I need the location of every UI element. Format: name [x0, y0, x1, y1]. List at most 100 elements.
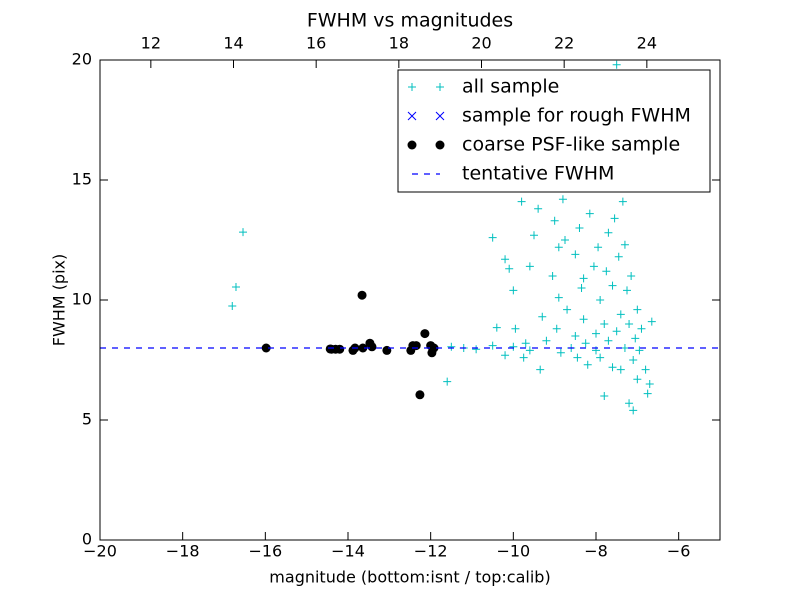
point — [501, 351, 510, 360]
plus-marker — [525, 346, 534, 355]
point — [554, 243, 563, 252]
plus-marker — [616, 365, 625, 374]
point — [509, 286, 518, 295]
point — [335, 344, 345, 354]
point — [616, 310, 625, 319]
plus-marker — [608, 281, 617, 290]
plus-marker — [600, 392, 609, 400]
plus-marker — [525, 262, 534, 271]
plus-marker — [228, 302, 237, 310]
x2-tick-label: 18 — [389, 34, 409, 53]
x-tick-label: −10 — [496, 542, 530, 561]
point — [631, 334, 640, 343]
plus-marker — [488, 341, 497, 350]
plus-marker — [488, 233, 497, 242]
plus-marker — [231, 283, 240, 292]
point — [429, 343, 439, 353]
dot-marker — [367, 342, 377, 352]
point — [604, 228, 613, 237]
point — [579, 315, 588, 324]
point — [585, 209, 594, 218]
x-tick-label: −8 — [584, 542, 608, 561]
dot-marker — [407, 140, 417, 150]
point — [602, 267, 611, 276]
point — [620, 240, 629, 249]
point — [231, 283, 240, 292]
plus-marker — [501, 255, 510, 264]
point — [627, 272, 636, 280]
plus-marker — [620, 240, 629, 249]
dot-marker — [420, 329, 430, 339]
point — [620, 344, 629, 352]
point — [261, 343, 271, 353]
point — [561, 236, 569, 244]
plus-marker — [645, 380, 654, 388]
point — [600, 320, 609, 328]
plus-marker — [633, 305, 642, 314]
point — [542, 336, 551, 345]
point — [618, 197, 627, 206]
point — [596, 296, 605, 304]
x2-tick-label: 14 — [223, 34, 243, 53]
plus-marker — [505, 264, 514, 273]
point — [443, 377, 452, 386]
y-tick-label: 15 — [72, 170, 92, 189]
y-axis-label: FWHM (pix) — [50, 254, 69, 347]
plus-marker — [635, 346, 644, 355]
point — [538, 312, 547, 321]
plus-marker — [641, 365, 650, 374]
dot-marker — [261, 343, 271, 353]
point — [633, 375, 642, 384]
y-tick-label: 5 — [82, 410, 92, 429]
legend-label: tentative FWHM — [462, 163, 614, 185]
point — [436, 83, 444, 91]
point — [509, 342, 518, 351]
point — [583, 360, 592, 369]
x2-tick-label: 22 — [554, 34, 574, 53]
point — [635, 346, 644, 355]
plot-frame — [99, 59, 721, 541]
point — [525, 346, 534, 355]
point — [641, 365, 650, 374]
plus-marker — [594, 243, 603, 252]
plus-marker — [536, 365, 545, 374]
plus-marker — [581, 339, 590, 348]
plus-marker — [509, 286, 518, 295]
x-marker — [407, 111, 417, 121]
point — [581, 339, 590, 348]
x2-tick-label: 12 — [141, 34, 161, 53]
y-tick-label: 0 — [82, 530, 92, 549]
x2-tick-label: 16 — [306, 34, 326, 53]
dot-marker — [415, 390, 425, 400]
point — [435, 140, 445, 150]
x-marker — [435, 111, 445, 121]
point — [407, 111, 417, 121]
point — [521, 339, 530, 348]
plus-marker — [558, 195, 567, 204]
dot-marker — [357, 290, 367, 300]
point — [625, 399, 634, 408]
point — [616, 365, 625, 374]
point — [530, 231, 538, 240]
point — [357, 290, 367, 300]
plus-marker — [612, 327, 621, 336]
plus-marker — [575, 224, 584, 232]
dot-marker — [358, 343, 368, 353]
plus-marker — [554, 293, 563, 302]
point — [435, 111, 445, 121]
point — [610, 214, 619, 223]
point — [571, 250, 580, 259]
point — [625, 320, 634, 328]
x-tick-label: −14 — [331, 542, 365, 561]
plus-marker — [604, 336, 613, 345]
point — [623, 286, 631, 295]
point — [556, 348, 565, 357]
point — [492, 323, 501, 332]
point — [550, 216, 559, 225]
plus-marker — [534, 204, 543, 213]
dot-marker — [429, 343, 439, 353]
point — [614, 252, 623, 261]
plus-marker — [550, 216, 559, 225]
point — [511, 324, 520, 333]
